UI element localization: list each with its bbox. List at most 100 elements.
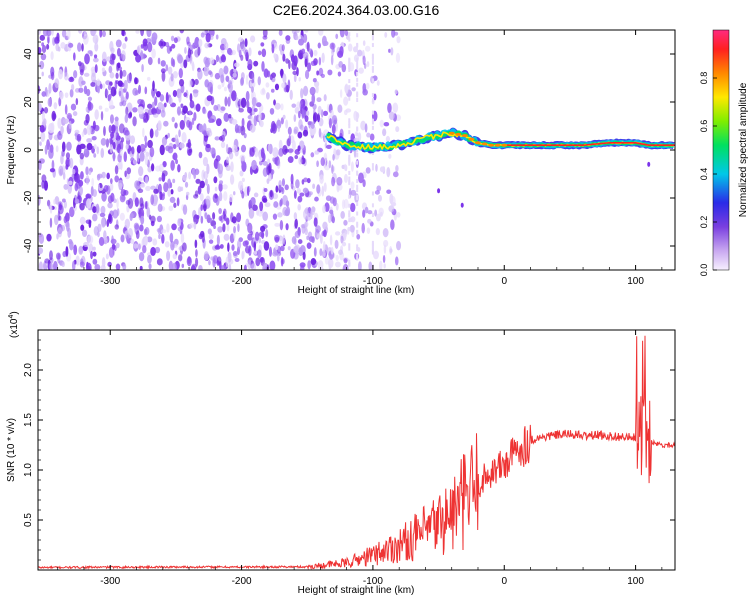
noise-speckle <box>156 258 163 266</box>
noise-speckle <box>273 201 279 208</box>
x-tick-label: 100 <box>627 276 644 287</box>
noise-speckle <box>73 244 78 256</box>
noise-speckle <box>119 69 123 79</box>
noise-speckle <box>340 211 345 219</box>
noise-speckle <box>120 160 123 171</box>
noise-speckle <box>81 131 85 137</box>
noise-speckle <box>285 206 291 216</box>
noise-speckle <box>329 209 334 215</box>
noise-speckle <box>387 102 392 114</box>
noise-speckle <box>86 138 93 143</box>
noise-speckle <box>90 250 93 260</box>
noise-speckle <box>268 246 272 257</box>
noise-speckle <box>129 212 134 219</box>
noise-speckle <box>59 91 64 100</box>
noise-speckle <box>306 242 312 249</box>
noise-speckle <box>277 159 281 167</box>
noise-speckle <box>395 52 401 64</box>
noise-speckle <box>178 254 183 262</box>
noise-streak <box>356 61 359 66</box>
noise-speckle <box>335 202 339 211</box>
noise-speckle <box>39 34 46 41</box>
noise-speckle <box>108 65 113 74</box>
noise-speckle <box>323 182 327 193</box>
noise-speckle <box>362 55 366 66</box>
noise-speckle <box>382 128 387 137</box>
noise-speckle <box>101 192 107 202</box>
noise-speckle <box>323 229 327 238</box>
noise-speckle <box>124 114 129 124</box>
noise-speckle <box>141 53 147 60</box>
noise-speckle <box>285 119 289 129</box>
noise-speckle <box>388 48 391 53</box>
noise-speckle <box>86 142 93 151</box>
noise-streak <box>356 195 359 200</box>
noise-speckle <box>239 170 244 177</box>
noise-speckle <box>43 118 47 126</box>
noise-speckle <box>115 263 121 270</box>
noise-speckle <box>341 63 347 73</box>
noise-speckle <box>294 218 298 229</box>
noise-speckle <box>282 194 288 206</box>
noise-speckle <box>335 149 341 156</box>
noise-speckle <box>352 46 359 53</box>
noise-speckle <box>369 133 375 141</box>
noise-speckle <box>68 42 74 48</box>
noise-speckle <box>237 125 242 134</box>
noise-speckle <box>96 173 101 181</box>
noise-speckle <box>166 223 170 233</box>
noise-streak <box>371 213 374 218</box>
noise-speckle <box>297 131 303 139</box>
noise-speckle <box>215 118 222 127</box>
noise-speckle <box>324 256 329 265</box>
noise-speckle <box>176 197 180 207</box>
noise-speckle <box>316 70 320 76</box>
noise-speckle <box>71 83 75 91</box>
noise-speckle <box>250 115 254 125</box>
noise-speckle <box>281 44 285 52</box>
noise-speckle <box>92 246 96 251</box>
noise-streak <box>356 127 359 132</box>
noise-speckle <box>322 204 326 214</box>
noise-speckle <box>158 234 161 240</box>
noise-speckle <box>313 217 318 227</box>
noise-speckle <box>171 223 177 231</box>
colorbar-tick-label: 0.6 <box>699 120 709 133</box>
noise-speckle <box>293 55 298 67</box>
noise-speckle <box>343 258 348 264</box>
noise-speckle <box>172 71 178 79</box>
noise-speckle <box>306 177 311 184</box>
noise-speckle <box>179 30 185 34</box>
noise-speckle <box>48 131 53 141</box>
noise-speckle <box>49 250 53 261</box>
noise-streak <box>348 124 351 129</box>
noise-speckle <box>218 207 222 215</box>
noise-speckle <box>206 95 213 102</box>
noise-speckle <box>334 261 341 268</box>
noise-speckle <box>250 86 255 93</box>
noise-speckle <box>118 123 125 134</box>
noise-speckle <box>361 222 365 234</box>
noise-speckle <box>127 227 133 239</box>
noise-speckle <box>268 162 272 174</box>
noise-speckle <box>117 80 123 87</box>
noise-speckle <box>85 113 90 124</box>
noise-speckle <box>293 73 297 83</box>
noise-speckle <box>106 172 110 180</box>
noise-speckle <box>110 182 114 191</box>
noise-speckle <box>223 191 228 201</box>
noise-speckle <box>215 34 219 40</box>
noise-speckle <box>185 194 189 201</box>
noise-speckle <box>93 54 98 59</box>
noise-speckle <box>295 30 300 34</box>
noise-speckle <box>214 72 221 80</box>
noise-speckle <box>262 211 269 221</box>
noise-speckle <box>176 106 182 116</box>
noise-speckle <box>269 190 273 198</box>
noise-speckle <box>390 219 395 231</box>
signal-stray <box>647 161 651 167</box>
noise-speckle <box>150 194 155 206</box>
noise-speckle <box>336 176 343 186</box>
noise-speckle <box>149 128 154 139</box>
noise-streak <box>356 221 359 226</box>
